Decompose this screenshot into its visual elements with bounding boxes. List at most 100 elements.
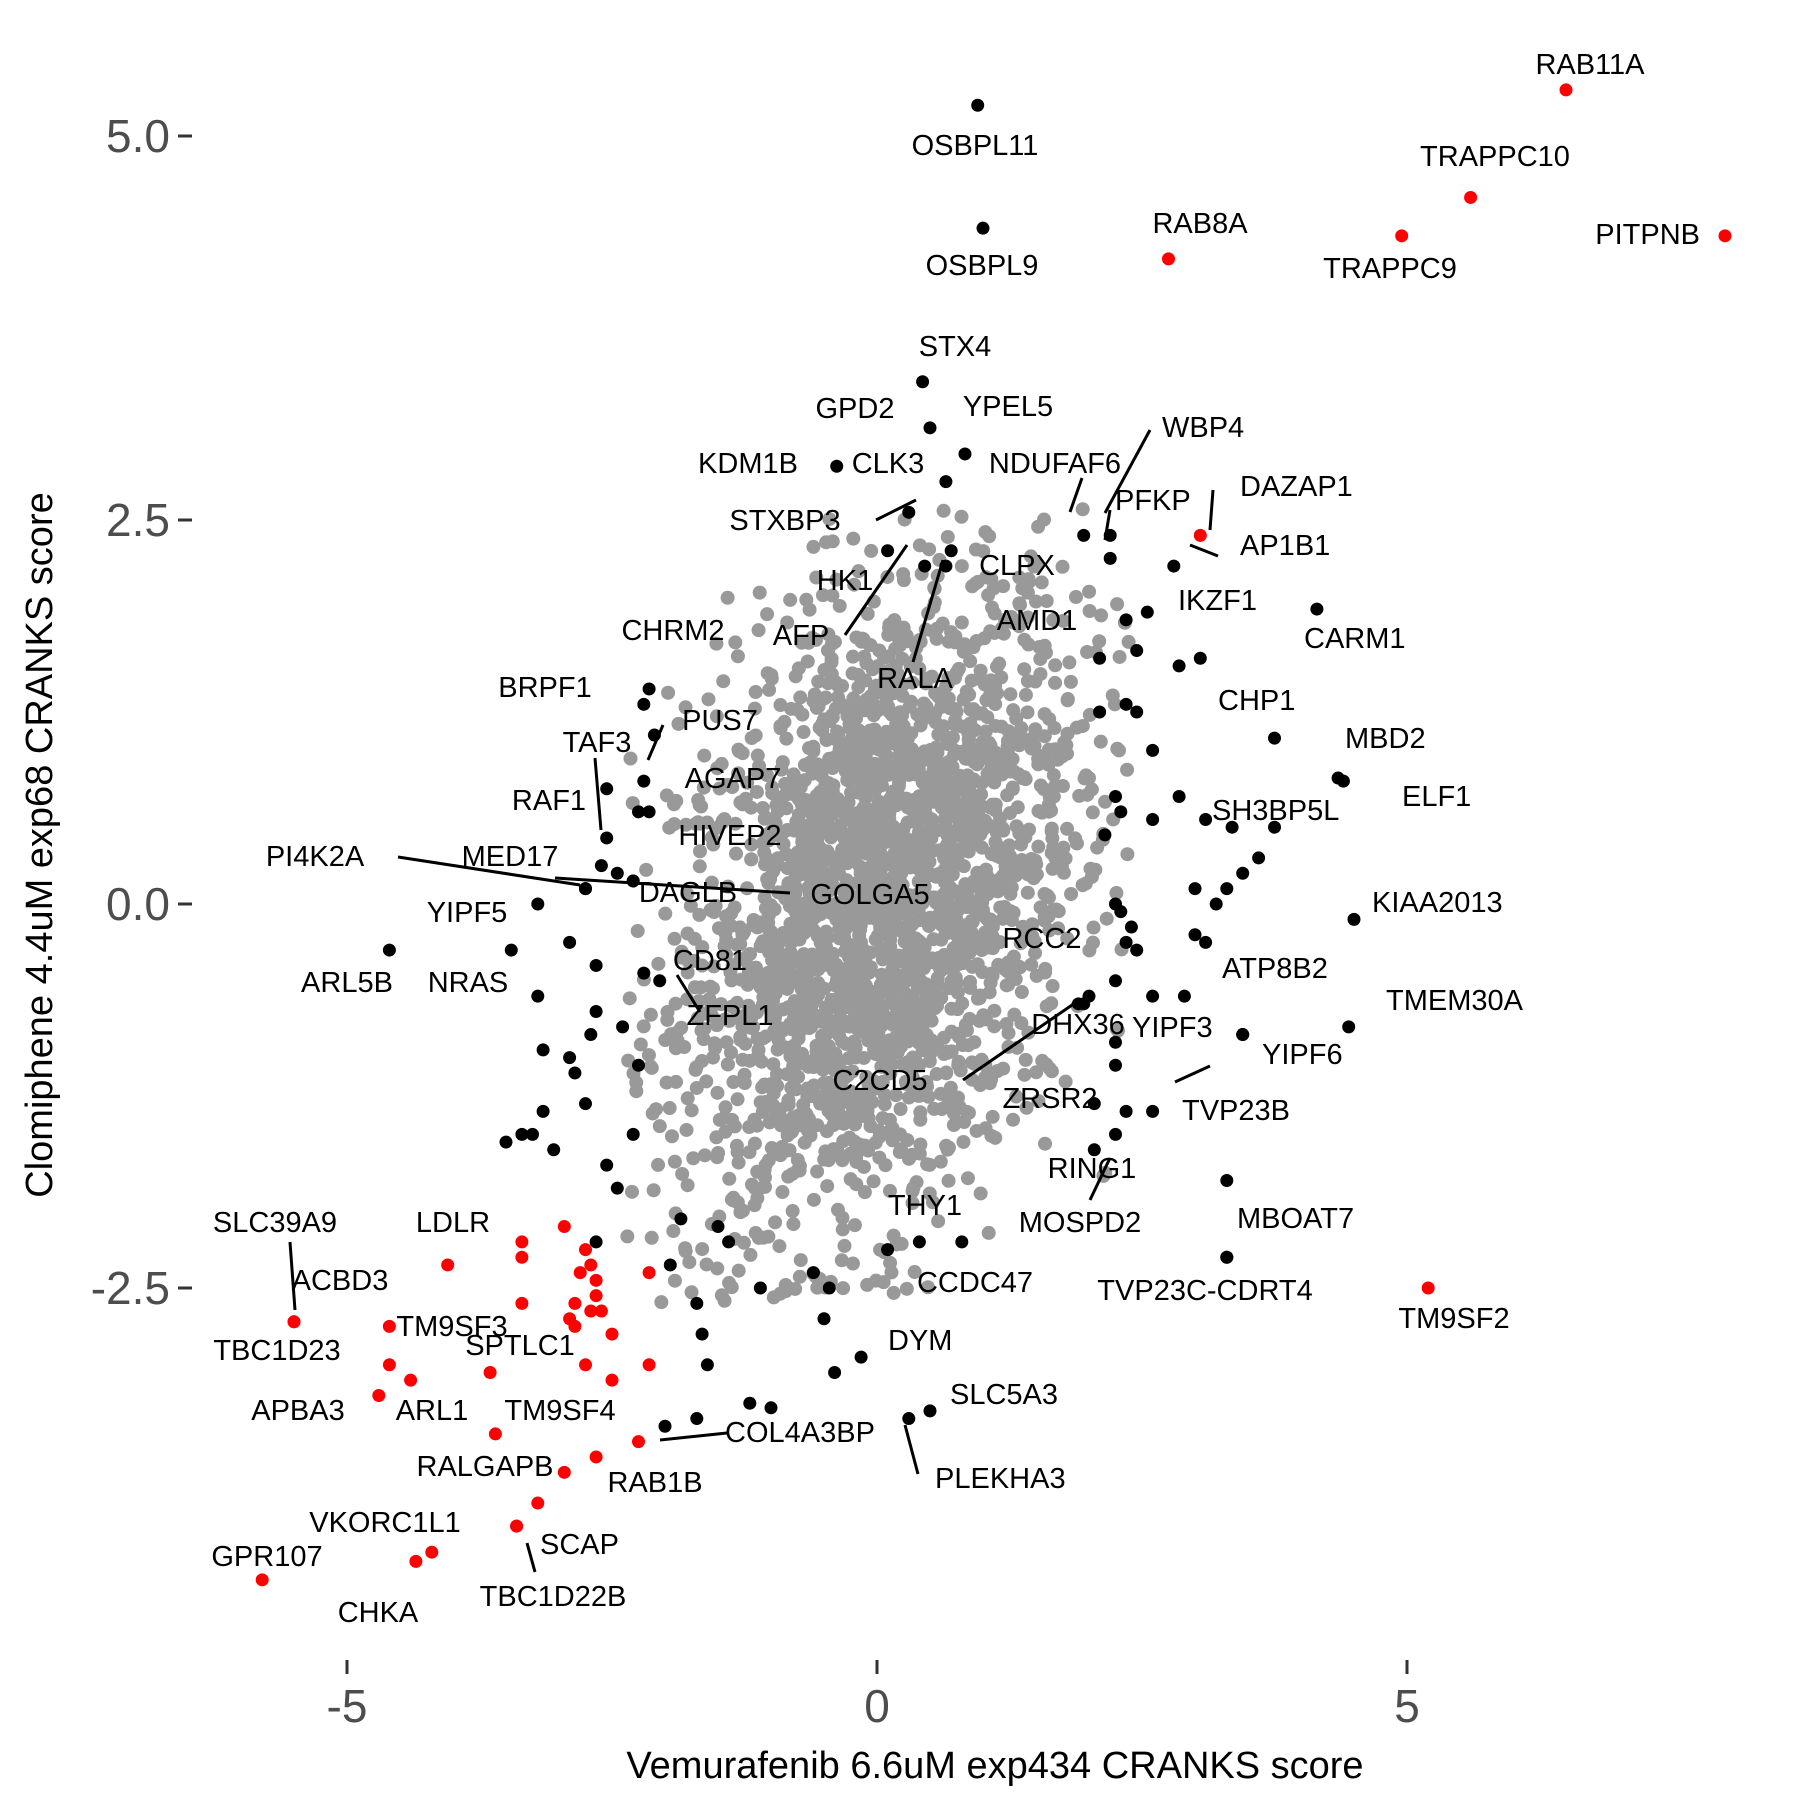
background-point (983, 975, 998, 990)
background-point (876, 895, 891, 910)
background-point (706, 959, 721, 974)
background-point (756, 1230, 771, 1245)
background-point (1038, 1136, 1053, 1151)
background-point (929, 631, 944, 646)
background-point (720, 590, 735, 605)
y-tick-label: -2.5 (91, 1262, 170, 1314)
background-point (792, 1163, 807, 1178)
background-point (730, 649, 745, 664)
gene-label: TAF3 (563, 727, 632, 759)
background-point (987, 1003, 1002, 1018)
background-point (918, 836, 933, 851)
background-point (1011, 767, 1026, 782)
background-point (847, 1218, 862, 1233)
background-point (680, 965, 695, 980)
background-point (809, 990, 824, 1005)
black-point (1336, 774, 1350, 788)
background-point (763, 1077, 778, 1092)
background-point (702, 992, 717, 1007)
background-point (977, 631, 992, 646)
background-point (949, 665, 964, 680)
background-point (734, 972, 749, 987)
black-point (589, 1235, 603, 1249)
gene-label: ZFPL1 (686, 1000, 773, 1032)
background-point (907, 1265, 922, 1280)
background-point (800, 654, 815, 669)
background-point (825, 534, 840, 549)
background-point (729, 937, 744, 952)
background-point (899, 1281, 914, 1296)
background-point (867, 1081, 882, 1096)
black-point (563, 1051, 577, 1065)
background-point (725, 780, 740, 795)
background-point (1099, 911, 1114, 926)
background-point (836, 1116, 851, 1131)
background-point (832, 598, 847, 613)
background-point (1034, 575, 1049, 590)
x-tick-label: 5 (1394, 1680, 1420, 1732)
background-point (847, 762, 862, 777)
background-point (720, 1057, 735, 1072)
background-point (730, 1092, 745, 1107)
background-point (1068, 590, 1083, 605)
gene-label: RAB8A (1152, 208, 1248, 240)
background-point (888, 1088, 903, 1103)
background-point (1029, 1065, 1044, 1080)
gene-label: MED17 (462, 841, 559, 873)
background-point (730, 1145, 745, 1160)
background-point (791, 819, 806, 834)
red-point (557, 1465, 571, 1479)
leader-line (843, 544, 909, 636)
background-point (624, 1184, 639, 1199)
gene-label: PFKP (1115, 485, 1191, 517)
background-point (923, 769, 938, 784)
background-point (1017, 1067, 1032, 1082)
background-point (785, 885, 800, 900)
background-point (896, 718, 911, 733)
background-point (1025, 917, 1040, 932)
background-point (907, 897, 922, 912)
background-point (824, 655, 839, 670)
background-point (749, 784, 764, 799)
background-point (937, 862, 952, 877)
background-point (939, 1066, 954, 1081)
background-point (806, 1006, 821, 1021)
background-point (905, 1196, 920, 1211)
background-point (772, 971, 787, 986)
background-point (925, 1195, 940, 1210)
red-point (589, 1450, 603, 1464)
red-point (483, 1365, 497, 1379)
background-point (1048, 658, 1063, 673)
black-point (1093, 705, 1107, 719)
background-point (922, 1054, 937, 1069)
background-point (983, 762, 998, 777)
background-point (778, 776, 793, 791)
gene-label: SLC5A3 (950, 1379, 1058, 1411)
background-point (984, 1128, 999, 1143)
black-point (504, 943, 518, 957)
background-point (975, 965, 990, 980)
background-point (1110, 597, 1125, 612)
black-point (632, 1058, 645, 1072)
background-point (989, 878, 1004, 893)
background-point (951, 1029, 966, 1044)
gene-label: CARM1 (1304, 623, 1406, 655)
black-point (600, 1158, 614, 1172)
background-point (783, 592, 798, 607)
background-point (733, 1032, 748, 1047)
background-point (940, 890, 955, 905)
background-point (878, 650, 893, 665)
background-point (984, 692, 999, 707)
gene-label: AFP (773, 620, 829, 652)
gene-label: TM9SF3 (396, 1311, 507, 1343)
background-point (991, 957, 1006, 972)
background-point (1003, 687, 1018, 702)
gene-label: IKZF1 (1178, 585, 1257, 617)
leader-line (659, 1431, 728, 1442)
background-point (786, 1011, 801, 1026)
gene-label: AMD1 (997, 605, 1078, 637)
black-point (1087, 1097, 1101, 1111)
red-point (1193, 528, 1207, 542)
gene-label: GOLGA5 (810, 879, 929, 911)
background-point (710, 1261, 725, 1276)
